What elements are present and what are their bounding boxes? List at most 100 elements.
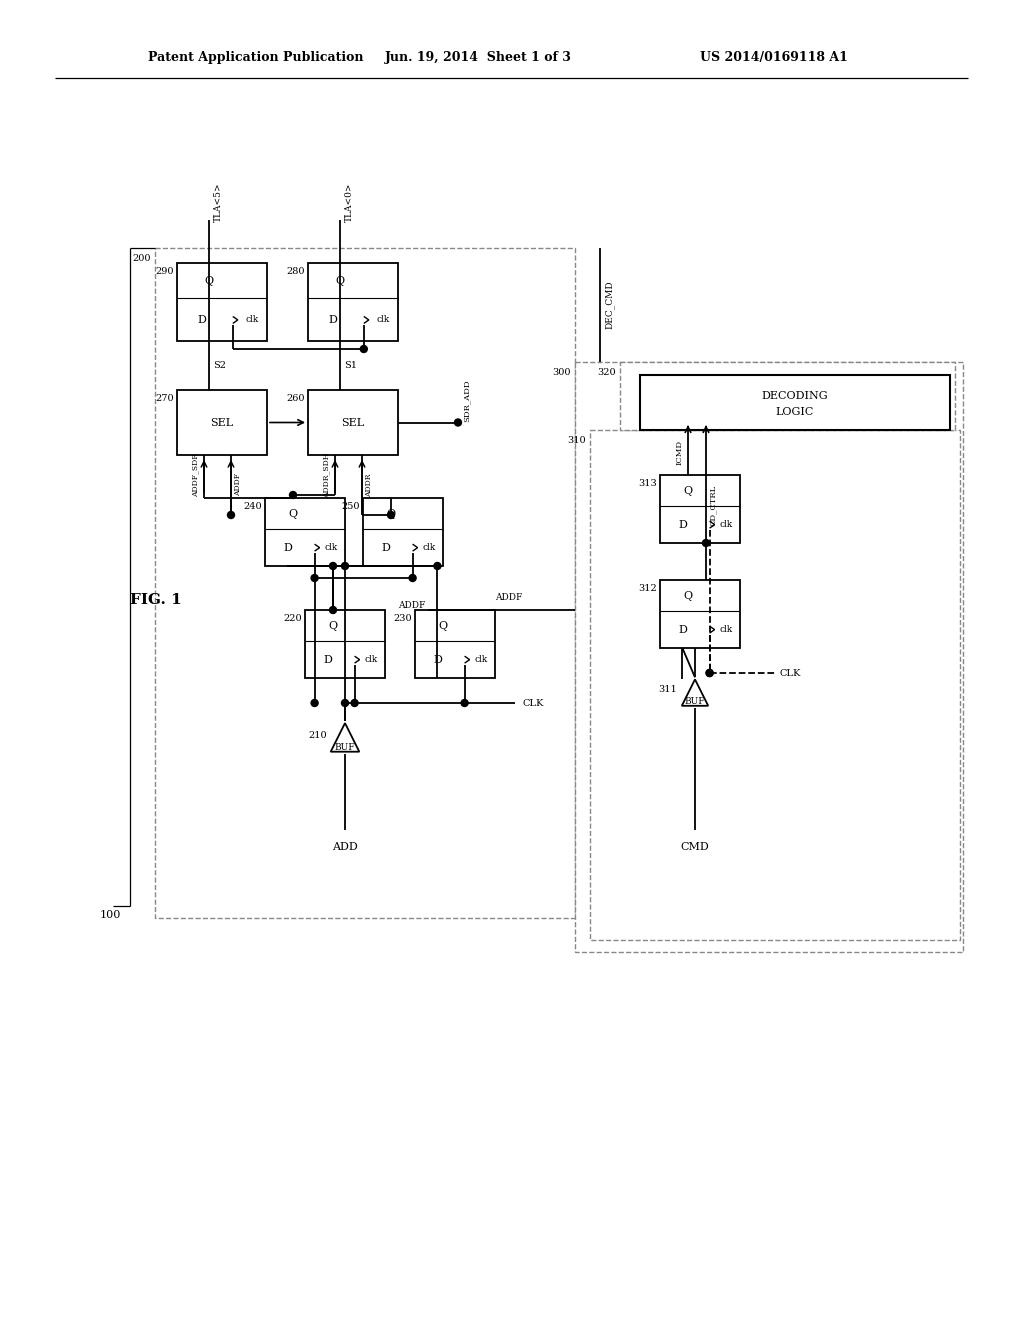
- Circle shape: [410, 574, 416, 582]
- Text: clk: clk: [720, 520, 733, 529]
- Text: ADDF: ADDF: [496, 593, 522, 602]
- Bar: [415, 610, 495, 678]
- Text: ADDR_SDH: ADDR_SDH: [322, 453, 330, 498]
- Circle shape: [455, 418, 462, 426]
- Circle shape: [434, 562, 441, 569]
- Circle shape: [311, 700, 318, 706]
- Text: D: D: [283, 543, 292, 553]
- Text: D: D: [678, 624, 687, 635]
- Circle shape: [702, 540, 710, 546]
- Text: 280: 280: [287, 267, 305, 276]
- Text: ICMD: ICMD: [676, 440, 684, 465]
- Text: Q: Q: [438, 620, 447, 631]
- Text: D: D: [381, 543, 390, 553]
- Text: 210: 210: [308, 730, 327, 739]
- Text: 270: 270: [156, 393, 174, 403]
- Text: D: D: [329, 315, 338, 325]
- Circle shape: [290, 491, 297, 499]
- Text: 290: 290: [156, 267, 174, 276]
- Text: clk: clk: [365, 655, 378, 664]
- Text: 220: 220: [284, 614, 302, 623]
- Text: ADDF_SDR: ADDF_SDR: [191, 453, 199, 498]
- Circle shape: [387, 511, 394, 519]
- Text: S1: S1: [344, 360, 357, 370]
- Text: Q: Q: [386, 508, 395, 519]
- Text: Q: Q: [683, 486, 692, 495]
- Text: Jun. 19, 2014  Sheet 1 of 3: Jun. 19, 2014 Sheet 1 of 3: [385, 50, 571, 63]
- Text: clk: clk: [245, 315, 258, 325]
- Text: Q: Q: [335, 276, 344, 286]
- Text: DEC_CMD: DEC_CMD: [605, 281, 614, 329]
- Text: clk: clk: [423, 543, 436, 552]
- Text: ADDF: ADDF: [397, 601, 425, 610]
- Text: SEL: SEL: [211, 417, 233, 428]
- Text: 312: 312: [638, 583, 657, 593]
- Text: 240: 240: [244, 502, 262, 511]
- Text: FIG. 1: FIG. 1: [130, 593, 181, 607]
- Circle shape: [707, 669, 713, 676]
- Circle shape: [707, 669, 713, 676]
- Text: BUF: BUF: [335, 742, 355, 751]
- Bar: [660, 475, 740, 543]
- Bar: [660, 579, 740, 648]
- Text: 100: 100: [100, 909, 122, 920]
- Bar: [590, 430, 961, 940]
- Text: clk: clk: [720, 626, 733, 634]
- Circle shape: [341, 700, 348, 706]
- Circle shape: [330, 606, 337, 614]
- Text: D: D: [198, 315, 207, 325]
- Text: Q: Q: [683, 590, 692, 601]
- Text: ADDF: ADDF: [234, 474, 242, 496]
- Text: Q: Q: [329, 620, 338, 631]
- Text: 200: 200: [132, 253, 151, 263]
- Bar: [265, 498, 345, 566]
- Circle shape: [330, 562, 337, 569]
- Bar: [177, 389, 267, 455]
- Text: CLK: CLK: [779, 668, 801, 677]
- Text: CMD: CMD: [681, 842, 710, 851]
- Text: D: D: [323, 655, 332, 665]
- Text: TLA<5>: TLA<5>: [213, 182, 222, 222]
- Bar: [177, 263, 267, 341]
- Bar: [640, 375, 950, 430]
- Text: Q: Q: [289, 508, 298, 519]
- Text: D: D: [678, 520, 687, 529]
- Bar: [362, 498, 443, 566]
- Bar: [575, 362, 963, 952]
- Text: 310: 310: [567, 436, 586, 445]
- Text: ADDR: ADDR: [365, 474, 373, 496]
- Text: DECODING: DECODING: [762, 391, 828, 401]
- Circle shape: [461, 700, 468, 706]
- Text: SEL: SEL: [341, 417, 365, 428]
- Text: US 2014/0169118 A1: US 2014/0169118 A1: [700, 50, 848, 63]
- Circle shape: [341, 562, 348, 569]
- Circle shape: [351, 700, 358, 706]
- Text: 300: 300: [553, 368, 571, 378]
- Text: clk: clk: [376, 315, 389, 325]
- Text: BUF: BUF: [685, 697, 706, 706]
- Text: S2: S2: [213, 360, 226, 370]
- Bar: [308, 263, 398, 341]
- Circle shape: [311, 574, 318, 582]
- Text: SDR_ADD: SDR_ADD: [463, 380, 471, 422]
- Text: 320: 320: [597, 368, 616, 378]
- Text: 311: 311: [658, 685, 677, 694]
- Bar: [155, 248, 575, 917]
- Text: CD_CTRL: CD_CTRL: [709, 484, 717, 525]
- Text: 313: 313: [638, 479, 657, 488]
- Text: clk: clk: [475, 655, 488, 664]
- Text: ADD: ADD: [332, 842, 357, 851]
- Text: CLK: CLK: [522, 698, 544, 708]
- Text: Q: Q: [204, 276, 213, 286]
- Text: D: D: [433, 655, 441, 665]
- Text: LOGIC: LOGIC: [776, 408, 814, 417]
- Bar: [305, 610, 385, 678]
- Text: TLA<0>: TLA<0>: [344, 182, 353, 222]
- Circle shape: [227, 511, 234, 519]
- Text: 250: 250: [341, 502, 360, 511]
- Text: 260: 260: [287, 393, 305, 403]
- Circle shape: [360, 346, 368, 352]
- Text: 230: 230: [393, 614, 412, 623]
- Text: clk: clk: [325, 543, 338, 552]
- Bar: [620, 362, 955, 430]
